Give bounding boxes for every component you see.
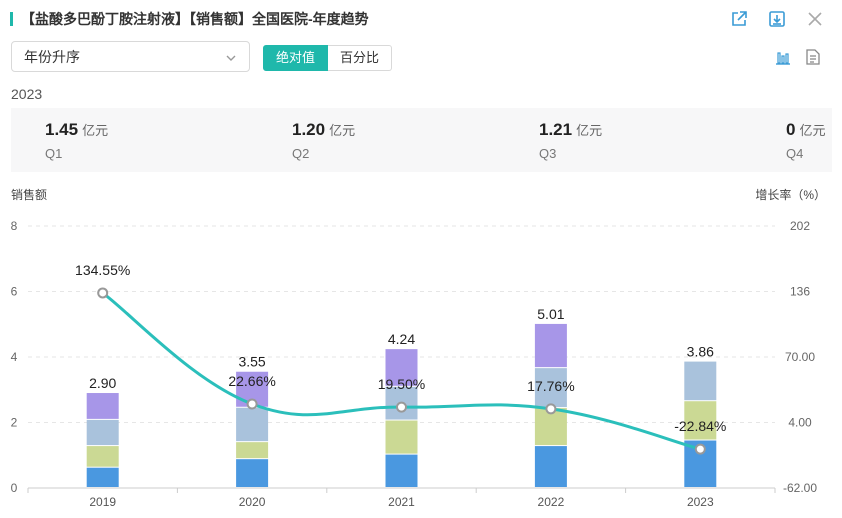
growth-label: 17.76% (527, 378, 574, 394)
bar-segment (684, 361, 717, 401)
x-tick-label: 2019 (89, 495, 116, 509)
bar-segment (236, 407, 269, 442)
growth-point (545, 403, 557, 415)
y2-tick-label: 202 (790, 219, 810, 233)
kpi-value: 1.20 (292, 120, 326, 139)
y2-axis-title: 增长率（%） (755, 188, 826, 202)
bar-segment (86, 467, 119, 487)
y2-tick-label: 70.00 (785, 350, 815, 364)
page-title: 【盐酸多巴酚丁胺注射液】【销售额】全国医院-年度趋势 (21, 11, 369, 27)
growth-label: 19.50% (378, 376, 425, 392)
growth-point (694, 443, 706, 455)
kpi-q4: 0 亿元 Q4 (786, 120, 825, 161)
sort-select-value: 年份升序 (24, 48, 80, 65)
growth-label: 22.66% (228, 373, 275, 389)
kpi-unit: 亿元 (576, 123, 603, 138)
bar-total-label: 3.86 (687, 344, 714, 360)
toggle-percent[interactable]: 百分比 (328, 45, 393, 71)
y2-tick-label: 136 (790, 285, 810, 299)
x-tick-label: 2020 (239, 495, 266, 509)
chevron-down-icon (225, 51, 237, 67)
bar-segment (684, 401, 717, 440)
kpi-q2: 1.20 亿元 Q2 (292, 120, 355, 161)
y-axis-title: 销售额 (11, 188, 48, 202)
close-icon[interactable] (804, 8, 826, 30)
summary-year: 2023 (11, 86, 43, 102)
title-accent-bar (10, 12, 13, 26)
bar-segment (385, 420, 418, 454)
bar-segment (534, 446, 567, 487)
title-bar: 【盐酸多巴酚丁胺注射液】【销售额】全国医院-年度趋势 (10, 10, 369, 28)
y-tick-label: 8 (11, 219, 18, 233)
kpi-label: Q3 (539, 146, 557, 161)
kpi-q1: 1.45 亿元 Q1 (45, 120, 108, 161)
kpi-unit: 亿元 (82, 123, 109, 138)
growth-label: -22.84% (674, 418, 726, 434)
bar-segment (86, 393, 119, 419)
kpi-value: 1.21 (539, 120, 573, 139)
growth-point (97, 287, 109, 299)
y2-tick-label: 4.00 (788, 416, 812, 430)
bar-segment (86, 419, 119, 446)
download-icon[interactable] (766, 8, 788, 30)
value-mode-toggle: 绝对值 百分比 (263, 45, 393, 71)
growth-label: 134.55% (75, 262, 130, 278)
bar-total-label: 5.01 (537, 306, 564, 322)
growth-point (246, 398, 258, 410)
x-tick-label: 2021 (388, 495, 415, 509)
bar-segment (236, 459, 269, 487)
y-tick-label: 0 (11, 481, 18, 495)
bar-segment (236, 442, 269, 459)
bar-segment (385, 454, 418, 487)
y-tick-label: 6 (11, 285, 18, 299)
kpi-label: Q2 (292, 146, 310, 161)
toggle-absolute[interactable]: 绝对值 (263, 45, 329, 71)
sort-select[interactable]: 年份升序 (11, 41, 250, 72)
bar-segment (86, 446, 119, 467)
y-tick-label: 2 (11, 416, 18, 430)
x-tick-label: 2022 (538, 495, 565, 509)
bar-segment (385, 349, 418, 386)
kpi-unit: 亿元 (329, 123, 356, 138)
growth-point (396, 401, 407, 413)
y2-tick-label: -62.00 (783, 481, 817, 495)
export-icon[interactable] (728, 8, 750, 30)
bar-chart-icon[interactable] (774, 48, 792, 66)
bar-segment (534, 368, 567, 408)
kpi-value: 0 (786, 120, 796, 139)
document-icon[interactable] (804, 48, 822, 66)
kpi-value: 1.45 (45, 120, 79, 139)
bar-total-label: 2.90 (89, 375, 116, 391)
bar-total-label: 4.24 (388, 331, 415, 347)
y-tick-label: 4 (11, 350, 18, 364)
bar-total-label: 3.55 (238, 354, 265, 370)
window-actions (728, 8, 826, 30)
kpi-panel: 1.45 亿元 Q1 1.20 亿元 Q2 1.21 亿元 Q3 0 亿元 Q4 (11, 108, 832, 172)
x-tick-label: 2023 (687, 495, 714, 509)
bar-segment (534, 323, 567, 368)
kpi-label: Q1 (45, 146, 63, 161)
kpi-unit: 亿元 (799, 123, 826, 138)
kpi-q3: 1.21 亿元 Q3 (539, 120, 602, 161)
kpi-label: Q4 (786, 146, 804, 161)
chart-tools (774, 48, 822, 66)
